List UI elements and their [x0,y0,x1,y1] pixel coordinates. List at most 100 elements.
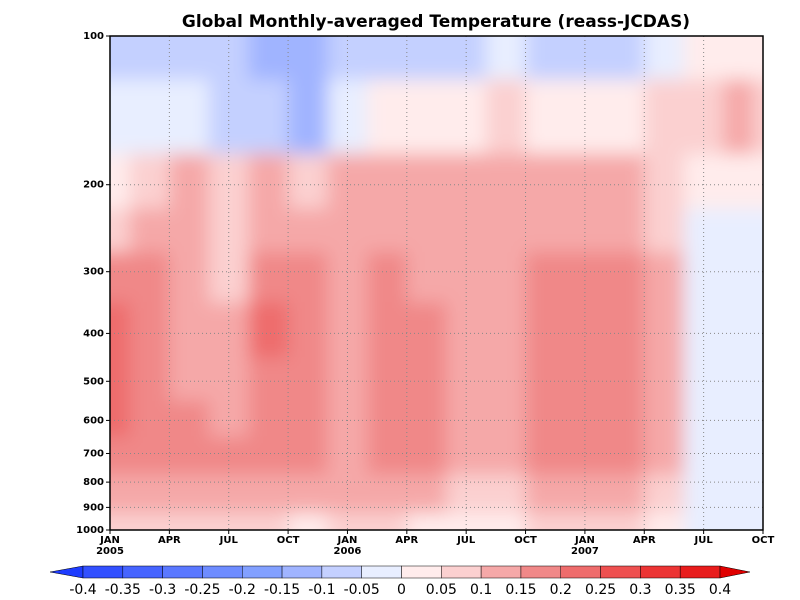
cell [129,302,170,358]
cell [565,208,606,253]
field-cells [110,36,763,530]
cell [604,36,645,80]
cell [110,79,131,155]
cell [248,208,289,253]
colorbar-label: -0.4 [69,582,96,598]
cell [110,474,131,514]
cell [565,153,606,210]
cell [644,302,685,358]
cell [327,208,368,253]
cell [129,436,170,475]
cell [248,474,289,514]
x-tick-label: JAN [99,535,120,546]
colorbar: -0.4 -0.35 -0.3 -0.25 -0.2 -0.15 -0.1 -0.05 0 0.0… [49,565,751,598]
colorbar-bin [520,565,561,579]
cell [723,208,754,253]
colorbar-bin [82,565,124,579]
colorbar-label: 0.05 [426,582,457,598]
x-tick-label: JAN [574,535,595,546]
cell [367,153,408,210]
y-tick-label: 1000 [76,525,104,536]
cell [367,79,408,155]
cell [288,79,329,155]
cell [248,252,289,304]
cell [406,400,447,438]
cell [525,400,566,438]
colorbar-bin [679,565,721,579]
cell [525,512,566,530]
field [110,36,763,530]
cell [169,400,210,438]
x-tick-label: OCT [514,535,537,546]
colorbar-bin [640,565,681,579]
cell [248,36,289,80]
colorbar-label: -0.3 [149,582,176,598]
x-tick-label: JUL [219,535,239,546]
cell [525,153,566,210]
cell [208,208,250,253]
y-tick-label: 200 [83,180,104,191]
cell [129,79,170,155]
cell [327,302,368,358]
cell [683,400,724,438]
y-tick-label: 500 [83,376,104,387]
colorbar-label: -0.35 [105,582,141,598]
cell [367,436,408,475]
plot-frame [109,35,764,531]
cell [644,36,685,80]
cell [565,357,606,402]
colorbar-label: 0.25 [585,582,616,598]
cell [129,208,170,253]
cell [248,302,289,358]
colorbar-label: -0.1 [308,582,335,598]
colorbar-bin [480,565,522,579]
colorbar-label: -0.15 [264,582,300,598]
cell [525,208,566,253]
cell [604,436,645,475]
cell [604,512,645,530]
cell [753,36,763,80]
colorbar-bin [401,565,442,579]
cell [327,153,368,210]
cell [683,436,724,475]
colorbar-bin [441,565,482,579]
colorbar-label: 0.15 [505,582,536,598]
colorbar-label: 0.2 [550,582,572,598]
cell [723,436,754,475]
cell [129,153,170,210]
cell [565,400,606,438]
cell [406,302,447,358]
cell [604,302,645,358]
cell [753,400,763,438]
y-tick-label: 700 [83,448,104,459]
colorbar-label: 0.3 [629,582,651,598]
cell [644,512,685,530]
cell [753,474,763,514]
cell [327,512,368,530]
x-tick-label: JAN [337,535,358,546]
cell [288,153,329,210]
cell [446,153,487,210]
cell [644,436,685,475]
cell [367,400,408,438]
cell [406,79,447,155]
cell [525,79,566,155]
cell [485,79,527,155]
cell [406,36,447,80]
cell [208,302,250,358]
colorbar-bin [242,565,283,579]
cell [644,79,685,155]
y-tick-label: 400 [83,328,104,339]
cell [169,79,210,155]
cell [565,436,606,475]
cell [248,400,289,438]
cell [644,208,685,253]
cell [169,436,210,475]
colorbar-bin [560,565,601,579]
cell [248,79,289,155]
colorbar-label: -0.2 [229,582,256,598]
cell [248,357,289,402]
cell [644,153,685,210]
cell [644,357,685,402]
colorbar-low [49,565,84,579]
